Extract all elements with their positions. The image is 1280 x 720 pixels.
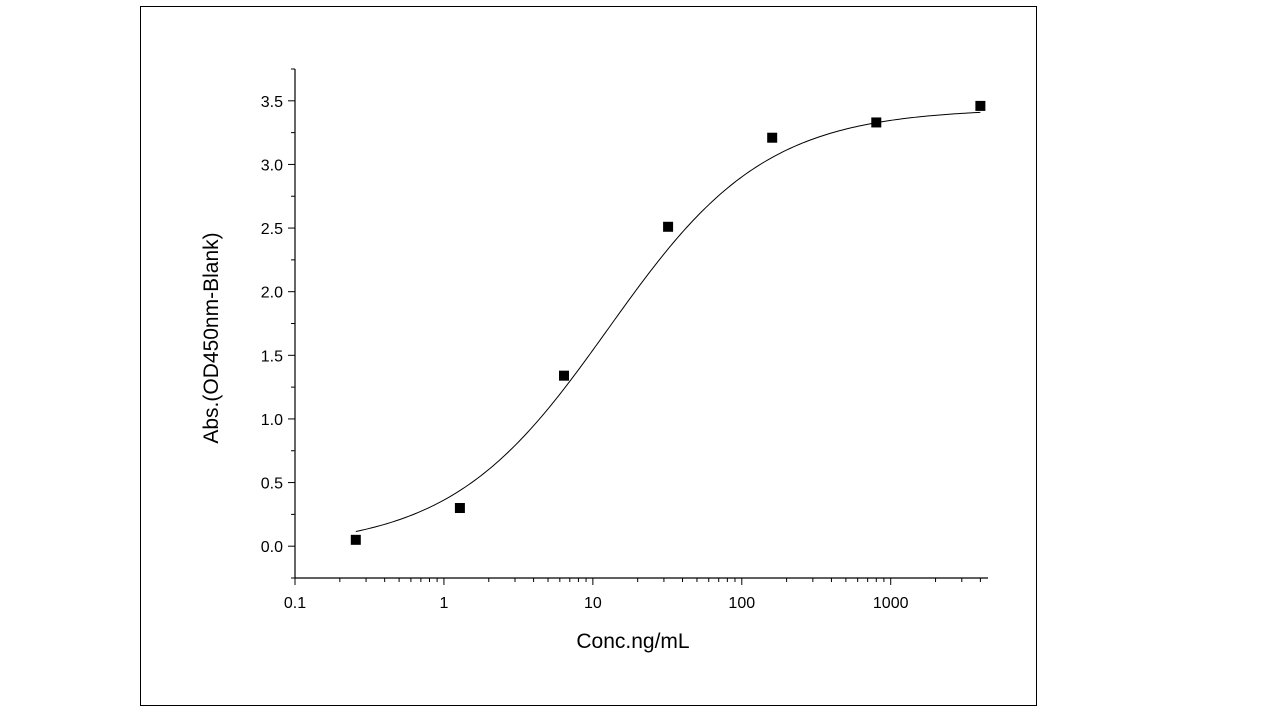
data-point: [871, 117, 882, 128]
fit-curve: [355, 111, 981, 532]
chart-frame: 0.1 1 10 100 1000 0.0 0.5 1.0 1.5 2.0 2.5 3.0 3.5 C…: [140, 6, 1037, 706]
x-tick-label: 100: [728, 595, 755, 612]
x-tick-label: 10: [584, 595, 602, 612]
y-tick-label: 1.0: [261, 412, 283, 429]
data-point: [975, 100, 986, 111]
x-tick-label: 1: [439, 595, 448, 612]
y-axis-title: Abs.(OD450nm-Blank): [200, 232, 223, 443]
y-tick-label: 0.5: [261, 476, 283, 493]
y-tick-label: 3.0: [261, 157, 283, 174]
y-tick-label: 1.5: [261, 348, 283, 365]
fit-curve-layer: [355, 111, 981, 532]
x-axis-title: Conc.ng/mL: [576, 630, 689, 653]
y-tick-label: 0.0: [261, 539, 283, 556]
x-tick-label: 1000: [873, 595, 909, 612]
y-tick-label: 2.5: [261, 221, 283, 238]
y-tick-label: 3.5: [261, 94, 283, 111]
data-point: [558, 370, 569, 381]
data-point: [663, 221, 674, 232]
data-point: [767, 132, 778, 143]
data-point: [350, 534, 361, 545]
y-ticks: 0.0 0.5 1.0 1.5 2.0 2.5 3.0 3.5: [261, 68, 295, 579]
data-points: [350, 100, 986, 545]
x-ticks: 0.1 1 10 100 1000: [284, 578, 981, 612]
x-tick-label: 0.1: [284, 595, 306, 612]
chart: 0.1 1 10 100 1000 0.0 0.5 1.0 1.5 2.0 2.5 3.0 3.5 C…: [200, 68, 988, 653]
data-point: [454, 503, 465, 514]
y-tick-label: 2.0: [261, 285, 283, 302]
axes: [294, 69, 988, 579]
